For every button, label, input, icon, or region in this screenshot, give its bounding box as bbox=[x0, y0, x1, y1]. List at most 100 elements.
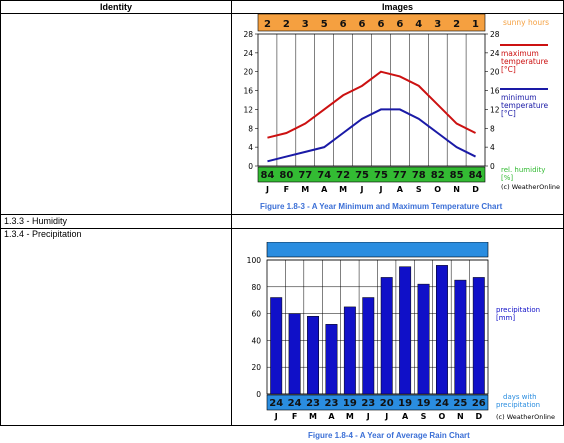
sunny-hours-band bbox=[257, 14, 486, 32]
month-label: M bbox=[346, 412, 354, 421]
y-tick-label: 0 bbox=[256, 390, 261, 399]
precipitation-bar bbox=[343, 306, 356, 395]
rain-days-value: 23 bbox=[361, 398, 375, 409]
identity-humidity: 1.3.3 - Humidity bbox=[0, 214, 232, 229]
month-label: S bbox=[421, 412, 427, 421]
y-tick-label: 40 bbox=[251, 336, 261, 345]
month-label: A bbox=[397, 185, 404, 194]
humidity-label: rel. humidity [%] bbox=[501, 166, 545, 182]
month-label: O bbox=[434, 185, 441, 194]
month-label: D bbox=[475, 412, 482, 421]
precipitation-bar bbox=[325, 324, 338, 395]
legend-max-label: maximum temperature [°C] bbox=[501, 49, 549, 74]
month-label: F bbox=[284, 185, 289, 194]
month-label: A bbox=[328, 412, 335, 421]
month-label: N bbox=[457, 412, 464, 421]
humidity-value: 80 bbox=[279, 170, 293, 181]
month-label: A bbox=[402, 412, 409, 421]
humidity-value: 75 bbox=[374, 170, 388, 181]
top-band bbox=[266, 242, 489, 258]
precipitation-bar bbox=[288, 313, 301, 395]
precipitation-bar bbox=[362, 297, 375, 395]
rain-days-value: 24 bbox=[288, 398, 302, 409]
y-tick-label-right: 0 bbox=[490, 162, 495, 171]
rain-days-value: 25 bbox=[453, 398, 467, 409]
humidity-value: 84 bbox=[260, 170, 274, 181]
month-label: J bbox=[274, 412, 278, 421]
figure2-caption: Figure 1.8-4 - A Year of Average Rain Ch… bbox=[308, 431, 470, 440]
humidity-value: 84 bbox=[469, 170, 483, 181]
precipitation-bar bbox=[307, 316, 320, 395]
humidity-image-cell bbox=[231, 214, 564, 229]
sunny-hours-value: 3 bbox=[302, 19, 309, 30]
y-tick-label-left: 0 bbox=[248, 162, 253, 171]
precipitation-label: precipitation [mm] bbox=[496, 306, 540, 322]
sunny-hours-value: 3 bbox=[434, 19, 441, 30]
y-tick-label-right: 12 bbox=[490, 105, 500, 114]
y-tick-label-right: 20 bbox=[490, 68, 500, 77]
y-tick-label-right: 24 bbox=[490, 49, 500, 58]
rain-days-value: 24 bbox=[269, 398, 283, 409]
rain-days-value: 23 bbox=[324, 398, 338, 409]
precipitation-bar bbox=[270, 297, 283, 395]
sunny-hours-value: 5 bbox=[321, 19, 328, 30]
y-tick-label: 20 bbox=[251, 363, 261, 372]
y-tick-label-left: 4 bbox=[248, 143, 253, 152]
humidity-value: 74 bbox=[317, 170, 331, 181]
sunny-hours-value: 2 bbox=[264, 19, 271, 30]
precipitation-bar bbox=[472, 277, 485, 395]
month-label: J bbox=[384, 412, 388, 421]
sunny-hours-value: 2 bbox=[283, 19, 290, 30]
humidity-value: 85 bbox=[450, 170, 464, 181]
month-label: M bbox=[309, 412, 317, 421]
rain-days-value: 19 bbox=[343, 398, 357, 409]
y-tick-label: 60 bbox=[251, 310, 261, 319]
month-label: A bbox=[321, 185, 328, 194]
rain-days-band bbox=[266, 394, 489, 411]
rain-days-value: 23 bbox=[306, 398, 320, 409]
month-label: D bbox=[472, 185, 479, 194]
month-label: S bbox=[416, 185, 422, 194]
identity-cell-empty bbox=[0, 13, 232, 215]
rain-chart: 0 20 40 60 80 100 precipitation [mm] 24 24 23 23 19 2… bbox=[247, 242, 555, 421]
humidity-band bbox=[257, 166, 486, 183]
precipitation-bar bbox=[417, 283, 430, 395]
precipitation-bar bbox=[454, 279, 467, 395]
humidity-value: 72 bbox=[336, 170, 350, 181]
precipitation-bar bbox=[380, 277, 393, 395]
sunny-hours-value: 1 bbox=[472, 19, 479, 30]
rain-days-value: 20 bbox=[380, 398, 394, 409]
month-label: J bbox=[360, 185, 364, 194]
rain-days-label: days with precipitation bbox=[496, 393, 540, 409]
rain-days-value: 24 bbox=[435, 398, 449, 409]
month-label: J bbox=[265, 185, 269, 194]
credit-label: (c) WeatherOnline bbox=[496, 413, 555, 421]
month-label: N bbox=[453, 185, 460, 194]
sunny-hours-value: 2 bbox=[453, 19, 460, 30]
humidity-value: 75 bbox=[355, 170, 369, 181]
sunny-hours-value: 6 bbox=[377, 19, 384, 30]
y-tick-label-left: 16 bbox=[243, 87, 253, 96]
images-header: Images bbox=[231, 0, 564, 14]
y-tick-label: 80 bbox=[251, 283, 261, 292]
max-temperature-line bbox=[267, 70, 476, 139]
month-label: F bbox=[292, 412, 297, 421]
rain-days-value: 19 bbox=[398, 398, 412, 409]
sunny-hours-value: 6 bbox=[396, 19, 403, 30]
month-label: J bbox=[366, 412, 370, 421]
y-tick-label-left: 20 bbox=[243, 68, 253, 77]
rain-days-value: 26 bbox=[472, 398, 486, 409]
y-tick-label-left: 24 bbox=[243, 49, 253, 58]
y-tick-label-left: 12 bbox=[243, 105, 253, 114]
precipitation-bar bbox=[399, 266, 412, 395]
y-tick-label-right: 8 bbox=[490, 124, 495, 133]
figure1-caption: Figure 1.8-3 - A Year Minimum and Maximu… bbox=[260, 202, 503, 211]
humidity-value: 77 bbox=[298, 170, 312, 181]
rain-days-value: 19 bbox=[417, 398, 431, 409]
month-label: J bbox=[378, 185, 382, 194]
humidity-value: 77 bbox=[393, 170, 407, 181]
y-tick-label-right: 16 bbox=[490, 87, 500, 96]
y-tick-label-right: 4 bbox=[490, 143, 495, 152]
sunny-hours-value: 4 bbox=[415, 19, 422, 30]
humidity-value: 78 bbox=[412, 170, 426, 181]
